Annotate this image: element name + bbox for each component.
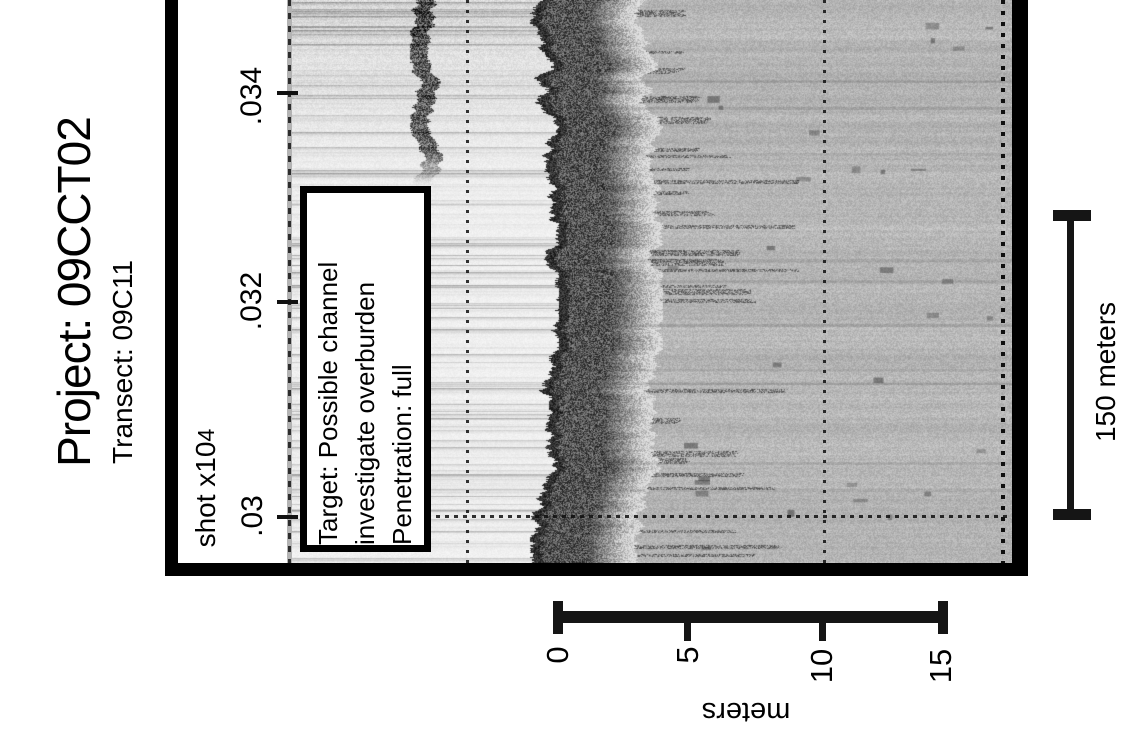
shot-tick-label-034: .034 — [235, 66, 268, 126]
depth-axis-bar — [553, 611, 948, 623]
depth-gridline-2 — [823, 0, 826, 563]
depth-label-0: 0 — [540, 646, 575, 664]
depth-label-15: 15 — [923, 648, 958, 684]
scalebar-label: 150 meters — [1090, 301, 1121, 443]
panel-edge-dotted-line — [1001, 0, 1005, 563]
shot-tick-032 — [277, 300, 298, 304]
annotation-line-3: Penetration: full — [387, 364, 417, 545]
shot-tick-label-03: .03 — [236, 495, 269, 537]
shot-tick-03 — [277, 515, 298, 519]
depth-axis-endtick-0 — [553, 601, 563, 634]
depth-label-5: 5 — [670, 646, 705, 664]
depth-axis-tick-10 — [819, 623, 826, 641]
shot-tick-034 — [277, 91, 298, 95]
shot-axis-label-text: shot x10 — [190, 441, 221, 548]
depth-label-10: 10 — [804, 648, 839, 684]
annotation-line-2: investigate overburden — [350, 281, 380, 545]
depth-axis-title: meters — [701, 696, 791, 729]
depth-axis-tick-5 — [684, 623, 691, 641]
page-subtitle: Transect: 09C11 — [107, 260, 138, 464]
depth-gridline-1 — [466, 0, 469, 563]
scalebar-cap-bottom — [1053, 509, 1091, 520]
shot-axis-dashes — [288, 0, 291, 563]
scalebar-cap-top — [1053, 210, 1091, 221]
shot-tick-label-032: .032 — [235, 271, 268, 331]
depth-axis-endtick-15 — [938, 601, 948, 634]
shot-axis-label: shot x10 4 — [190, 408, 221, 568]
annotation-text: Target: Possible channel investigate ove… — [310, 193, 422, 545]
annotation-box: Target: Possible channel investigate ove… — [300, 186, 431, 552]
page-title: Project: 09CCT02 — [48, 117, 100, 467]
shot-axis-exponent: 4 — [192, 428, 219, 442]
shot-gridline-03 — [292, 515, 1012, 518]
annotation-line-1: Target: Possible channel — [313, 261, 343, 545]
scalebar-line — [1067, 210, 1074, 520]
